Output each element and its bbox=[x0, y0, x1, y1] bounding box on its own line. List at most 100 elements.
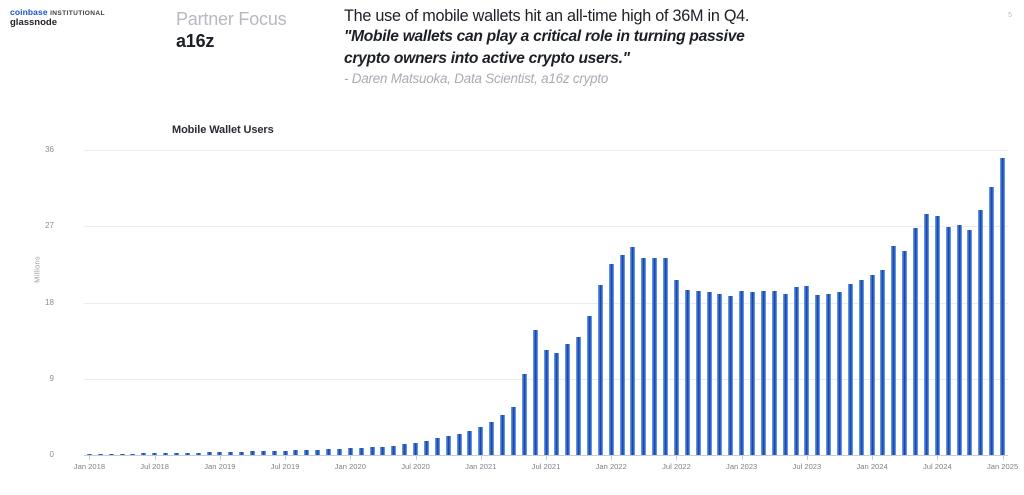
x-tick-label: Jan 2022 bbox=[595, 462, 627, 471]
bar bbox=[706, 292, 712, 455]
bar bbox=[369, 447, 375, 455]
bar bbox=[782, 294, 788, 455]
bar bbox=[130, 453, 136, 455]
bar bbox=[228, 451, 234, 455]
bar bbox=[532, 329, 538, 455]
bar bbox=[119, 453, 125, 455]
bar bbox=[86, 454, 92, 455]
bar bbox=[108, 453, 114, 455]
x-tick-label: Jan 2021 bbox=[465, 462, 497, 471]
bar bbox=[760, 290, 766, 455]
x-tick-label: Jul 2021 bbox=[531, 462, 561, 471]
bar bbox=[543, 349, 549, 455]
gridline-36 bbox=[84, 150, 1008, 151]
bar bbox=[239, 451, 245, 455]
bar bbox=[249, 451, 255, 455]
bar bbox=[380, 446, 386, 455]
bar bbox=[195, 452, 201, 455]
y-tick-label-18: 18 bbox=[45, 297, 54, 307]
bar bbox=[880, 270, 886, 455]
x-tickmark bbox=[741, 455, 743, 460]
bar bbox=[956, 224, 962, 455]
bar bbox=[673, 280, 679, 455]
bar bbox=[967, 229, 973, 455]
bar bbox=[771, 290, 777, 455]
bar bbox=[684, 289, 690, 455]
bar bbox=[945, 227, 951, 455]
x-tickmark bbox=[937, 455, 939, 460]
x-tick-label: Jul 2022 bbox=[662, 462, 691, 471]
bar bbox=[413, 442, 419, 455]
bar bbox=[304, 449, 310, 455]
bar bbox=[315, 449, 321, 455]
x-tick-label: Jul 2023 bbox=[792, 462, 822, 471]
bar bbox=[902, 250, 908, 455]
bar bbox=[478, 427, 484, 455]
bar bbox=[728, 295, 734, 455]
brand-logo: coinbase INSTITUTIONAL glassnode bbox=[10, 8, 105, 28]
chart-title: Mobile Wallet Users bbox=[172, 124, 274, 136]
bar bbox=[858, 279, 864, 455]
x-tickmark bbox=[89, 455, 91, 460]
bar bbox=[1000, 158, 1006, 455]
headline-quote-line-1: "Mobile wallets can play a critical role… bbox=[344, 28, 745, 46]
bar bbox=[663, 258, 669, 455]
y-tick-label-36: 36 bbox=[45, 145, 54, 154]
y-tick-label-0: 0 bbox=[49, 450, 54, 459]
x-tick-label: Jan 2024 bbox=[856, 462, 888, 471]
x-tick-label: Jan 2019 bbox=[204, 462, 236, 471]
bar bbox=[826, 294, 832, 455]
x-tick-label: Jul 2020 bbox=[401, 462, 430, 471]
brand-glassnode: glassnode bbox=[10, 17, 57, 29]
bar bbox=[652, 257, 658, 455]
bar bbox=[206, 452, 212, 455]
partner-focus-name: a16z bbox=[176, 31, 215, 52]
y-tick-label-9: 9 bbox=[49, 373, 54, 383]
y-tick-label-27: 27 bbox=[45, 221, 54, 231]
x-tick-label: Jan 2023 bbox=[726, 462, 758, 471]
bar bbox=[402, 444, 408, 455]
bar bbox=[989, 187, 995, 455]
brand-line-1: coinbase INSTITUTIONAL bbox=[10, 8, 105, 18]
headline-lead: The use of mobile wallets hit an all-tim… bbox=[344, 7, 750, 25]
bar bbox=[282, 450, 288, 455]
headline-attribution: - Daren Matsuoka, Data Scientist, a16z c… bbox=[344, 70, 609, 86]
bar bbox=[326, 449, 332, 455]
bar bbox=[847, 283, 853, 455]
bar bbox=[141, 453, 147, 455]
x-tick-label: Jan 2020 bbox=[334, 462, 366, 471]
bar bbox=[521, 373, 527, 455]
partner-focus-label: Partner Focus bbox=[176, 9, 287, 29]
bar bbox=[576, 337, 582, 455]
x-tick-label: Jan 2025 bbox=[986, 462, 1019, 471]
bar bbox=[608, 263, 614, 455]
bar bbox=[152, 453, 158, 455]
partner-focus-block: Partner Focus a16z bbox=[176, 9, 287, 52]
bar bbox=[434, 438, 440, 455]
brand-coinbase: coinbase bbox=[10, 7, 48, 17]
bar bbox=[336, 448, 342, 455]
bar bbox=[217, 452, 223, 455]
bar bbox=[891, 245, 897, 455]
bar bbox=[554, 353, 560, 455]
x-tickmark bbox=[219, 455, 221, 460]
x-tick-label: Jul 2024 bbox=[922, 462, 952, 471]
x-tick-label: Jul 2018 bbox=[140, 462, 170, 471]
bar bbox=[173, 452, 179, 455]
bar-series bbox=[84, 150, 1008, 455]
x-tickmark bbox=[611, 455, 613, 460]
bar bbox=[619, 255, 625, 455]
x-tickmark bbox=[154, 455, 156, 460]
bar bbox=[695, 290, 701, 455]
bar bbox=[750, 291, 756, 455]
x-tick-label: Jan 2018 bbox=[73, 462, 106, 471]
x-tickmark bbox=[285, 455, 287, 460]
x-tickmark bbox=[415, 455, 417, 460]
x-tickmark bbox=[1002, 455, 1004, 460]
bar bbox=[978, 210, 984, 455]
x-tickmark bbox=[480, 455, 482, 460]
bar bbox=[423, 440, 429, 455]
x-tickmark bbox=[806, 455, 808, 460]
bar bbox=[293, 450, 299, 455]
bar bbox=[163, 453, 169, 455]
